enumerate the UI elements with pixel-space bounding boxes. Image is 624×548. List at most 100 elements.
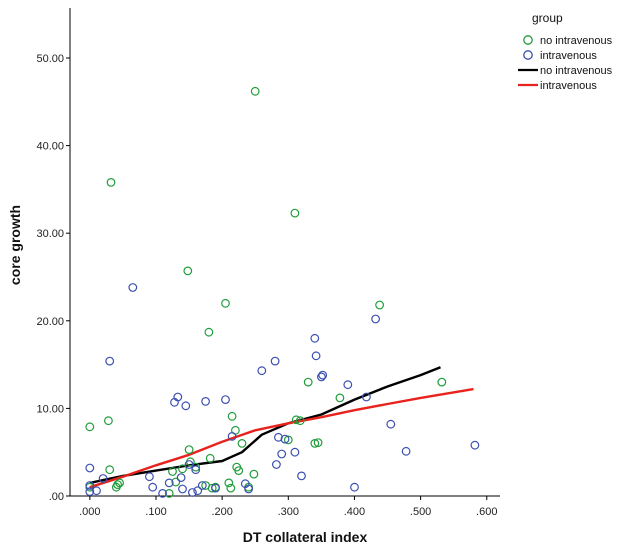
data-point [277, 449, 287, 459]
data-point [85, 487, 95, 497]
data-point [335, 393, 345, 403]
data-point [178, 484, 187, 494]
data-point [371, 314, 381, 324]
legend-marker [523, 35, 533, 45]
data-point [181, 401, 191, 411]
data-point [164, 478, 174, 488]
data-point [274, 432, 283, 442]
data-point [128, 283, 138, 292]
data-point [291, 415, 301, 425]
data-point [280, 434, 290, 444]
x-tick-label: .600 [476, 506, 497, 518]
data-point [144, 472, 154, 482]
data-point [295, 416, 305, 426]
data-point [105, 465, 115, 475]
tick-labels: .00 10.00 20.00 30.00 40.00 50.00 .000 .100 .200… [36, 53, 497, 518]
data-point [168, 467, 177, 476]
data-point [158, 489, 168, 498]
data-point [437, 377, 447, 387]
data-point [290, 447, 300, 457]
data-point [197, 481, 207, 490]
data-point [272, 460, 281, 469]
data-point [211, 483, 220, 493]
data-point [183, 266, 193, 276]
data-point [237, 439, 247, 448]
data-point [85, 463, 95, 473]
fit-line [89, 387, 474, 489]
data-point [318, 370, 328, 380]
data-point [184, 460, 194, 469]
data-point [343, 380, 353, 390]
legend-marker [523, 50, 533, 60]
data-point [113, 480, 122, 490]
legend-label: intravenous [540, 50, 597, 62]
data-point [250, 86, 260, 96]
data-point [191, 465, 201, 475]
data-point [386, 419, 396, 429]
data-point [187, 488, 197, 497]
data-point [311, 351, 321, 361]
data-point [148, 482, 158, 492]
y-tick-label: 20.00 [36, 316, 64, 328]
data-point [283, 435, 293, 445]
data-point [401, 446, 411, 456]
fit-lines [89, 366, 474, 489]
data-point [106, 177, 116, 187]
data-point [178, 464, 187, 474]
data-point [297, 471, 306, 481]
data-point [164, 489, 174, 498]
data-point [204, 327, 214, 337]
data-point [205, 453, 215, 463]
data-point [227, 411, 237, 421]
data-point [85, 481, 95, 490]
data-point [310, 333, 320, 343]
data-point [257, 366, 267, 376]
data-point [362, 392, 371, 402]
data-point [290, 208, 300, 218]
data-point [249, 469, 259, 479]
x-tick-label: .500 [410, 506, 431, 518]
data-point [303, 377, 313, 387]
data-point [184, 445, 194, 455]
fit-line [89, 366, 441, 485]
data-point [98, 474, 108, 483]
x-tick-label: .000 [79, 506, 100, 518]
data-point [85, 422, 95, 432]
data-point [470, 440, 480, 450]
data-point [115, 478, 124, 488]
legend-title: group [532, 11, 563, 25]
x-tick-label: .100 [145, 506, 166, 518]
legend-label: no intravenous [540, 35, 613, 47]
data-point [234, 466, 244, 476]
data-point [227, 432, 237, 441]
y-tick-label: 10.00 [36, 403, 64, 415]
x-tick-label: .200 [211, 506, 232, 518]
x-tick-label: .300 [278, 506, 299, 518]
y-tick-label: 40.00 [36, 141, 64, 153]
y-tick-label: 30.00 [36, 228, 64, 240]
data-point [244, 484, 254, 494]
data-point [193, 486, 203, 496]
y-axis-title: core growth [7, 205, 23, 285]
data-point [221, 395, 230, 405]
data-point [103, 416, 113, 426]
legend-label: intravenous [540, 80, 597, 92]
data-point [176, 473, 186, 483]
data-point [317, 372, 326, 382]
data-point [201, 397, 211, 406]
axes [66, 8, 500, 500]
data-point [171, 477, 181, 487]
data-point [221, 298, 230, 308]
data-point [310, 439, 320, 448]
data-point [105, 356, 115, 366]
y-tick-label: .00 [49, 491, 64, 503]
x-axis-title: DT collateral index [243, 529, 368, 545]
data-points [85, 86, 480, 498]
data-point [350, 482, 359, 492]
data-point [313, 438, 323, 448]
data-point [270, 356, 280, 366]
data-point [92, 486, 101, 496]
x-tick-label: .400 [344, 506, 365, 518]
